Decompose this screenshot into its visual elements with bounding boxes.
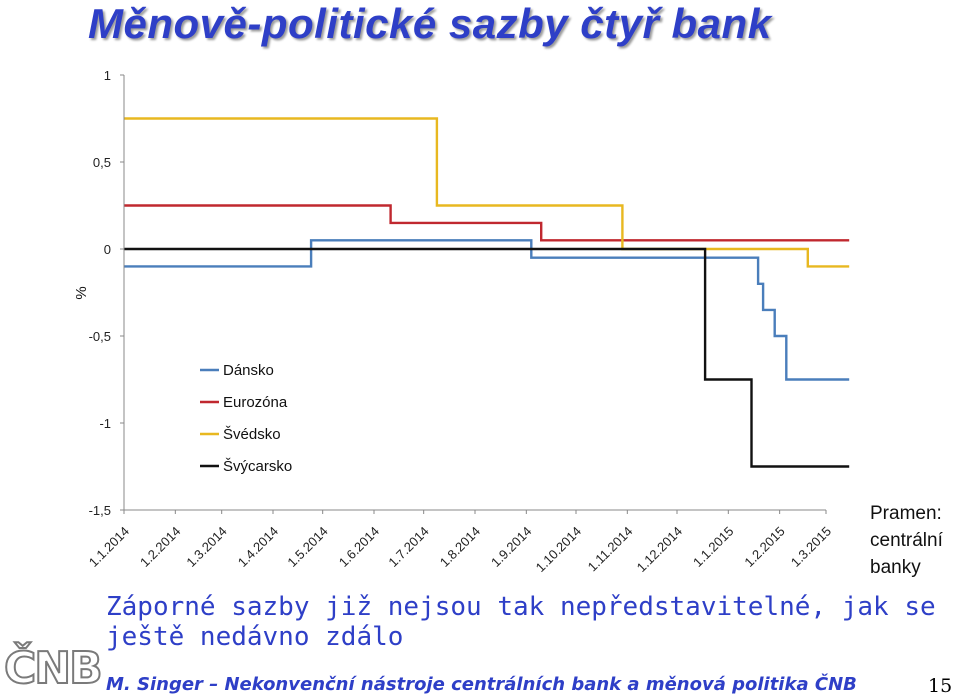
x-tick-label: 1.12.2014	[634, 524, 686, 576]
x-tick-label: 1.8.2014	[437, 524, 483, 570]
y-tick-label: 0	[104, 242, 111, 257]
x-tick-label: 1.5.2014	[284, 524, 330, 570]
y-axis-label: %	[73, 286, 90, 299]
x-tick-label: 1.3.2015	[788, 524, 834, 570]
series-line-dánsko	[124, 239, 850, 381]
y-tick-label: -0,5	[89, 329, 111, 344]
legend-label: Dánsko	[223, 362, 274, 379]
source-line: banky	[870, 557, 921, 578]
series-line-eurozóna	[124, 204, 850, 242]
x-tick-label: 1.9.2014	[488, 524, 534, 570]
x-tick-label: 1.4.2014	[235, 524, 281, 570]
y-tick-label: -1	[99, 416, 111, 431]
y-tick-label: 1	[104, 68, 111, 83]
legend-label: Eurozóna	[223, 394, 288, 411]
cnb-logo: ČNB	[3, 643, 104, 695]
y-tick-labels: 1 0,5 0 -0,5 -1 -1,5	[89, 68, 124, 518]
series-line-švédsko	[124, 117, 850, 268]
x-tick-labels: 1.1.2014 1.2.2014 1.3.2014 1.4.2014 1.5.2014…	[86, 510, 834, 575]
series-line-švýcarsko	[124, 247, 850, 468]
x-tick-label: 1.10.2014	[533, 524, 585, 576]
slide-title: Měnově-politické sazby čtyř bank	[88, 0, 772, 47]
footer-text: M. Singer – Nekonvenční nástroje centrál…	[106, 674, 857, 695]
source-line: Pramen:	[870, 503, 942, 524]
legend-label: Švédsko	[223, 426, 281, 443]
series-lines	[124, 117, 850, 468]
x-tick-label: 1.2.2015	[741, 524, 787, 570]
x-tick-label: 1.6.2014	[336, 524, 382, 570]
x-tick-label: 1.2.2014	[137, 524, 183, 570]
legend-label: Švýcarsko	[223, 458, 292, 475]
source-line: centrální	[870, 530, 943, 551]
x-tick-label: 1.11.2014	[585, 524, 636, 575]
y-tick-label: -1,5	[89, 503, 111, 518]
page-number: 15	[928, 675, 953, 697]
x-tick-label: 1.7.2014	[385, 524, 431, 570]
x-tick-label: 1.1.2015	[690, 524, 736, 570]
y-tick-label: 0,5	[93, 155, 111, 170]
rates-line-chart: % 10,50-0,5-1-1,5 1.1.2014 1.2.2014 1.3.20…	[73, 68, 850, 575]
x-tick-label: 1.3.2014	[183, 524, 229, 570]
slide-subtitle: Záporné sazby již nejsou tak nepředstavi…	[106, 592, 936, 652]
legend: Dánsko Eurozóna Švédsko Švýcarsko	[200, 362, 292, 475]
source-note: Pramen: centrální banky	[870, 500, 960, 581]
x-tick-label: 1.1.2014	[86, 524, 132, 570]
